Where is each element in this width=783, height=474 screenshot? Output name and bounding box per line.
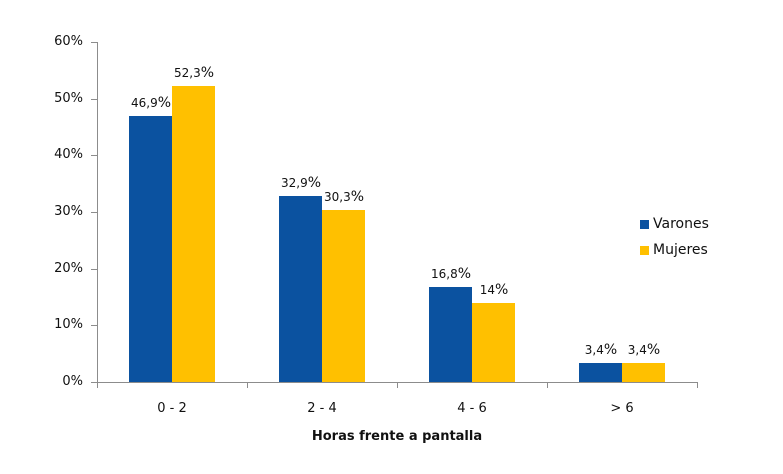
legend-item-varones: Varones	[640, 211, 709, 237]
percent-sign: %	[200, 65, 215, 81]
legend-label-varones: Varones	[653, 216, 709, 232]
bar-varones	[129, 116, 172, 382]
y-tick-label: 50%	[54, 91, 83, 106]
percent-sign: %	[646, 342, 661, 358]
x-category-label: > 6	[610, 401, 634, 416]
legend: Varones Mujeres	[640, 211, 709, 263]
x-tick	[547, 382, 548, 388]
y-axis	[97, 42, 98, 382]
data-label-value: 3,4	[584, 343, 604, 357]
y-tick	[91, 325, 97, 326]
bar-mujeres	[472, 303, 515, 382]
percent-sign: %	[603, 342, 618, 358]
legend-label-mujeres: Mujeres	[653, 242, 708, 258]
percent-sign: %	[350, 189, 365, 205]
y-tick-label: 20%	[54, 261, 83, 276]
data-label: 52,3%	[164, 65, 224, 81]
data-label-value: 32,9	[280, 176, 308, 190]
y-tick-label: 10%	[54, 317, 83, 332]
legend-swatch-varones	[640, 219, 649, 229]
x-category-label: 2 - 4	[307, 401, 337, 416]
data-label-value: 46,9	[130, 96, 158, 110]
x-axis-title: Horas frente a pantalla	[311, 429, 483, 444]
y-tick	[91, 155, 97, 156]
bar-mujeres	[622, 363, 665, 382]
x-tick	[247, 382, 248, 388]
percent-sign: %	[457, 266, 472, 282]
y-tick-label: 60%	[54, 34, 83, 49]
legend-swatch-mujeres	[640, 245, 649, 255]
bar-varones	[429, 287, 472, 382]
y-tick-label: 40%	[54, 147, 83, 162]
y-tick	[91, 212, 97, 213]
y-tick-label: 0%	[62, 374, 83, 389]
bar-mujeres	[172, 86, 215, 382]
bar-mujeres	[322, 210, 365, 382]
data-label-value: 14	[479, 283, 495, 297]
data-label-value: 16,8	[430, 267, 458, 281]
percent-sign: %	[494, 282, 509, 298]
data-label: 16,8%	[421, 266, 481, 282]
data-label: 14%	[464, 282, 524, 298]
data-label: 3,4%	[571, 342, 631, 358]
percent-sign: %	[157, 95, 172, 111]
percent-sign: %	[307, 175, 322, 191]
data-label-value: 3,4	[627, 343, 647, 357]
legend-item-mujeres: Mujeres	[640, 237, 709, 263]
data-label: 46,9%	[121, 95, 181, 111]
y-tick	[91, 382, 97, 383]
bar-varones	[279, 196, 322, 382]
x-tick	[397, 382, 398, 388]
bar-varones	[579, 363, 622, 382]
x-tick	[697, 382, 698, 388]
data-label: 30,3%	[314, 189, 374, 205]
data-label: 3,4%	[614, 342, 674, 358]
y-tick	[91, 99, 97, 100]
data-label-value: 30,3	[323, 190, 351, 204]
y-tick	[91, 42, 97, 43]
x-tick	[97, 382, 98, 388]
x-category-label: 0 - 2	[157, 401, 187, 416]
data-label-value: 52,3	[173, 66, 201, 80]
x-category-label: 4 - 6	[457, 401, 487, 416]
y-tick	[91, 269, 97, 270]
data-label: 32,9%	[271, 175, 331, 191]
y-tick-label: 30%	[54, 204, 83, 219]
